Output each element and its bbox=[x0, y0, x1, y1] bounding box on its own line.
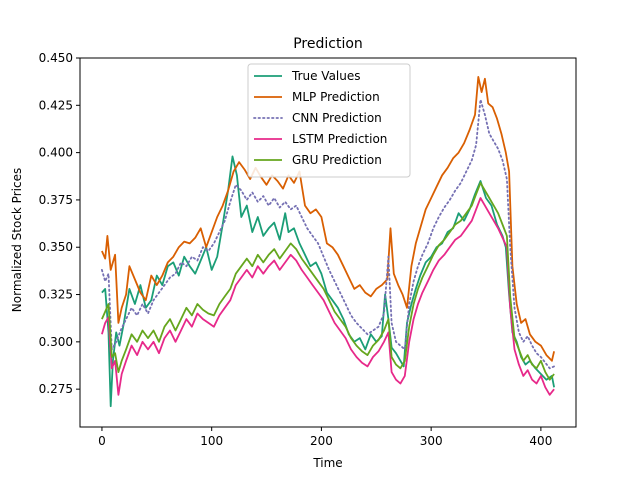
y-tick-label: 0.300 bbox=[39, 335, 73, 349]
y-tick-label: 0.425 bbox=[39, 98, 73, 112]
chart-title: Prediction bbox=[293, 36, 363, 52]
y-tick-label: 0.275 bbox=[39, 382, 73, 396]
legend-label: GRU Prediction bbox=[292, 153, 382, 167]
legend: True Values MLP Prediction CNN Prediction L… bbox=[247, 63, 411, 178]
axes-frame bbox=[79, 57, 577, 428]
y-axis-label: Normalized Stock Prices bbox=[10, 168, 24, 312]
legend-label: CNN Prediction bbox=[292, 111, 382, 125]
legend-label: LSTM Prediction bbox=[292, 132, 387, 146]
y-tick-label: 0.450 bbox=[39, 51, 73, 65]
y-tick-label: 0.350 bbox=[39, 240, 73, 254]
axes: 0 100 200 300 400 0.275 0.300 0.325 0.350 0.375 0.… bbox=[39, 51, 577, 448]
x-tick-label: 300 bbox=[420, 434, 443, 448]
series-line-2 bbox=[101, 98, 555, 370]
x-tick-label: 0 bbox=[98, 434, 106, 448]
y-tick-label: 0.400 bbox=[39, 146, 73, 160]
y-tick-label: 0.325 bbox=[39, 288, 73, 302]
series-line-0 bbox=[101, 155, 555, 408]
x-tick-label: 100 bbox=[200, 434, 223, 448]
x-tick-label: 400 bbox=[529, 434, 552, 448]
series-line-4 bbox=[101, 182, 555, 381]
legend-label: True Values bbox=[291, 69, 361, 83]
legend-box bbox=[247, 63, 411, 178]
x-axis-label: Time bbox=[312, 456, 342, 470]
plot-area bbox=[101, 76, 555, 408]
x-tick-label: 200 bbox=[310, 434, 333, 448]
y-tick-label: 0.375 bbox=[39, 193, 73, 207]
series-line-3 bbox=[101, 197, 555, 396]
series-line-1 bbox=[101, 76, 555, 362]
legend-label: MLP Prediction bbox=[292, 90, 380, 104]
